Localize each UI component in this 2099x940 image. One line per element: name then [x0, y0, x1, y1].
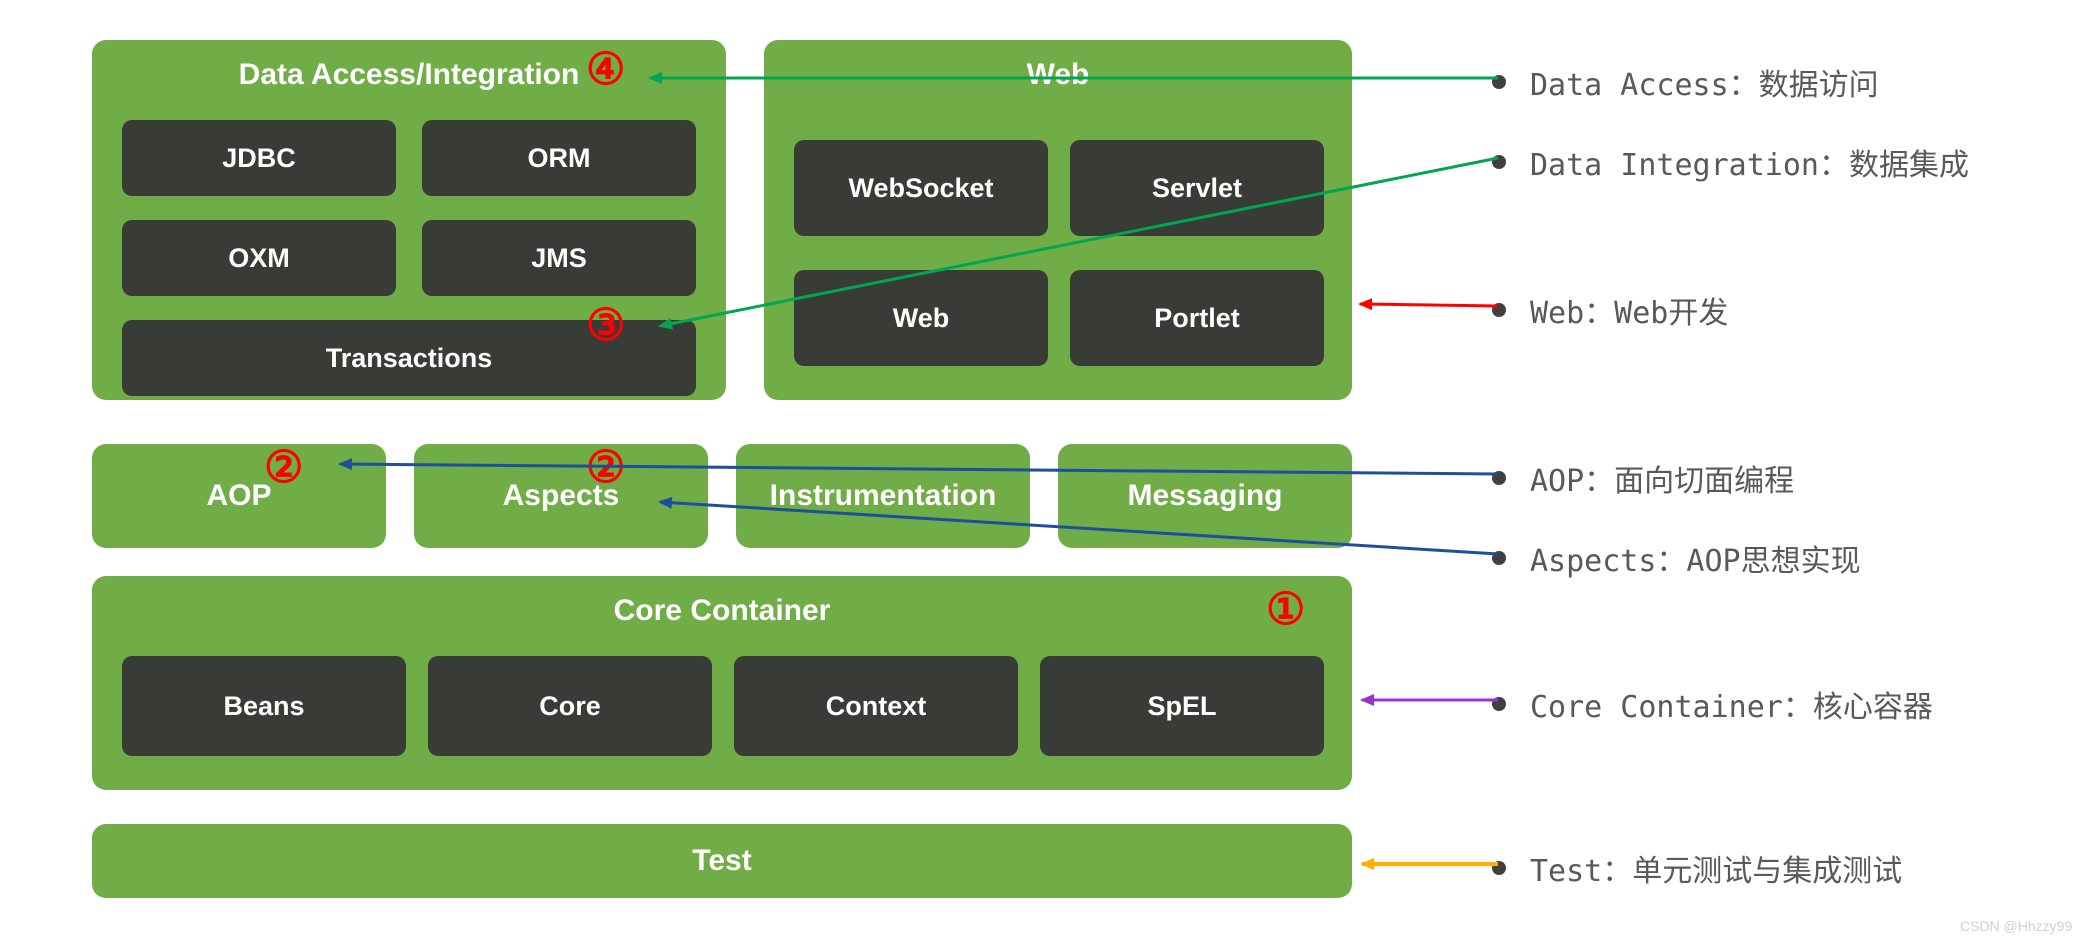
- panel-title-core: Core Container: [92, 576, 1352, 628]
- bullet-icon: [1492, 697, 1506, 711]
- legend-data-access: Data Access：数据访问: [1492, 60, 1879, 104]
- legend-text: Web：Web开发: [1530, 288, 1728, 332]
- legend-core: Core Container：核心容器: [1492, 682, 1933, 726]
- box-jdbc: JDBC: [122, 120, 396, 196]
- box-instrumentation: Instrumentation: [736, 444, 1030, 548]
- box-beans: Beans: [122, 656, 406, 756]
- legend-text: Aspects：AOP思想实现: [1530, 536, 1861, 580]
- bullet-icon: [1492, 303, 1506, 317]
- box-orm: ORM: [422, 120, 696, 196]
- legend-aspects: Aspects：AOP思想实现: [1492, 536, 1861, 580]
- panel-title-web: Web: [764, 40, 1352, 92]
- legend-text: Data Integration：数据集成: [1530, 140, 1969, 184]
- box-aspects: Aspects: [414, 444, 708, 548]
- circled-4: ④: [586, 44, 625, 95]
- bullet-icon: [1492, 75, 1506, 89]
- box-websocket: WebSocket: [794, 140, 1048, 236]
- box-spel: SpEL: [1040, 656, 1324, 756]
- panel-core: Core Container Beans Core Context SpEL: [92, 576, 1352, 790]
- box-oxm: OXM: [122, 220, 396, 296]
- bullet-icon: [1492, 471, 1506, 485]
- box-core: Core: [428, 656, 712, 756]
- arrow-web: [1360, 304, 1498, 306]
- box-aop: AOP: [92, 444, 386, 548]
- legend-text: Data Access：数据访问: [1530, 60, 1879, 104]
- box-web: Web: [794, 270, 1048, 366]
- panel-title-data-access: Data Access/Integration: [92, 40, 726, 92]
- circled-2a: ②: [264, 442, 303, 493]
- box-portlet: Portlet: [1070, 270, 1324, 366]
- bullet-icon: [1492, 155, 1506, 169]
- box-context: Context: [734, 656, 1018, 756]
- watermark: CSDN @Hhzzy99: [1960, 918, 2072, 934]
- legend-text: Test：单元测试与集成测试: [1530, 846, 1902, 890]
- legend-text: AOP：面向切面编程: [1530, 456, 1794, 500]
- legend-data-integration: Data Integration：数据集成: [1492, 140, 1969, 184]
- circled-1: ①: [1266, 584, 1305, 635]
- bullet-icon: [1492, 551, 1506, 565]
- circled-3: ③: [586, 300, 625, 351]
- circled-2b: ②: [586, 442, 625, 493]
- legend-aop: AOP：面向切面编程: [1492, 456, 1794, 500]
- box-servlet: Servlet: [1070, 140, 1324, 236]
- panel-data-access: Data Access/Integration JDBC ORM OXM JMS…: [92, 40, 726, 400]
- box-messaging: Messaging: [1058, 444, 1352, 548]
- diagram-canvas: Data Access/Integration JDBC ORM OXM JMS…: [0, 0, 2099, 940]
- legend-test: Test：单元测试与集成测试: [1492, 846, 1902, 890]
- legend-web: Web：Web开发: [1492, 288, 1728, 332]
- box-jms: JMS: [422, 220, 696, 296]
- panel-web: Web WebSocket Servlet Web Portlet: [764, 40, 1352, 400]
- box-test: Test: [92, 824, 1352, 898]
- legend-text: Core Container：核心容器: [1530, 682, 1933, 726]
- bullet-icon: [1492, 861, 1506, 875]
